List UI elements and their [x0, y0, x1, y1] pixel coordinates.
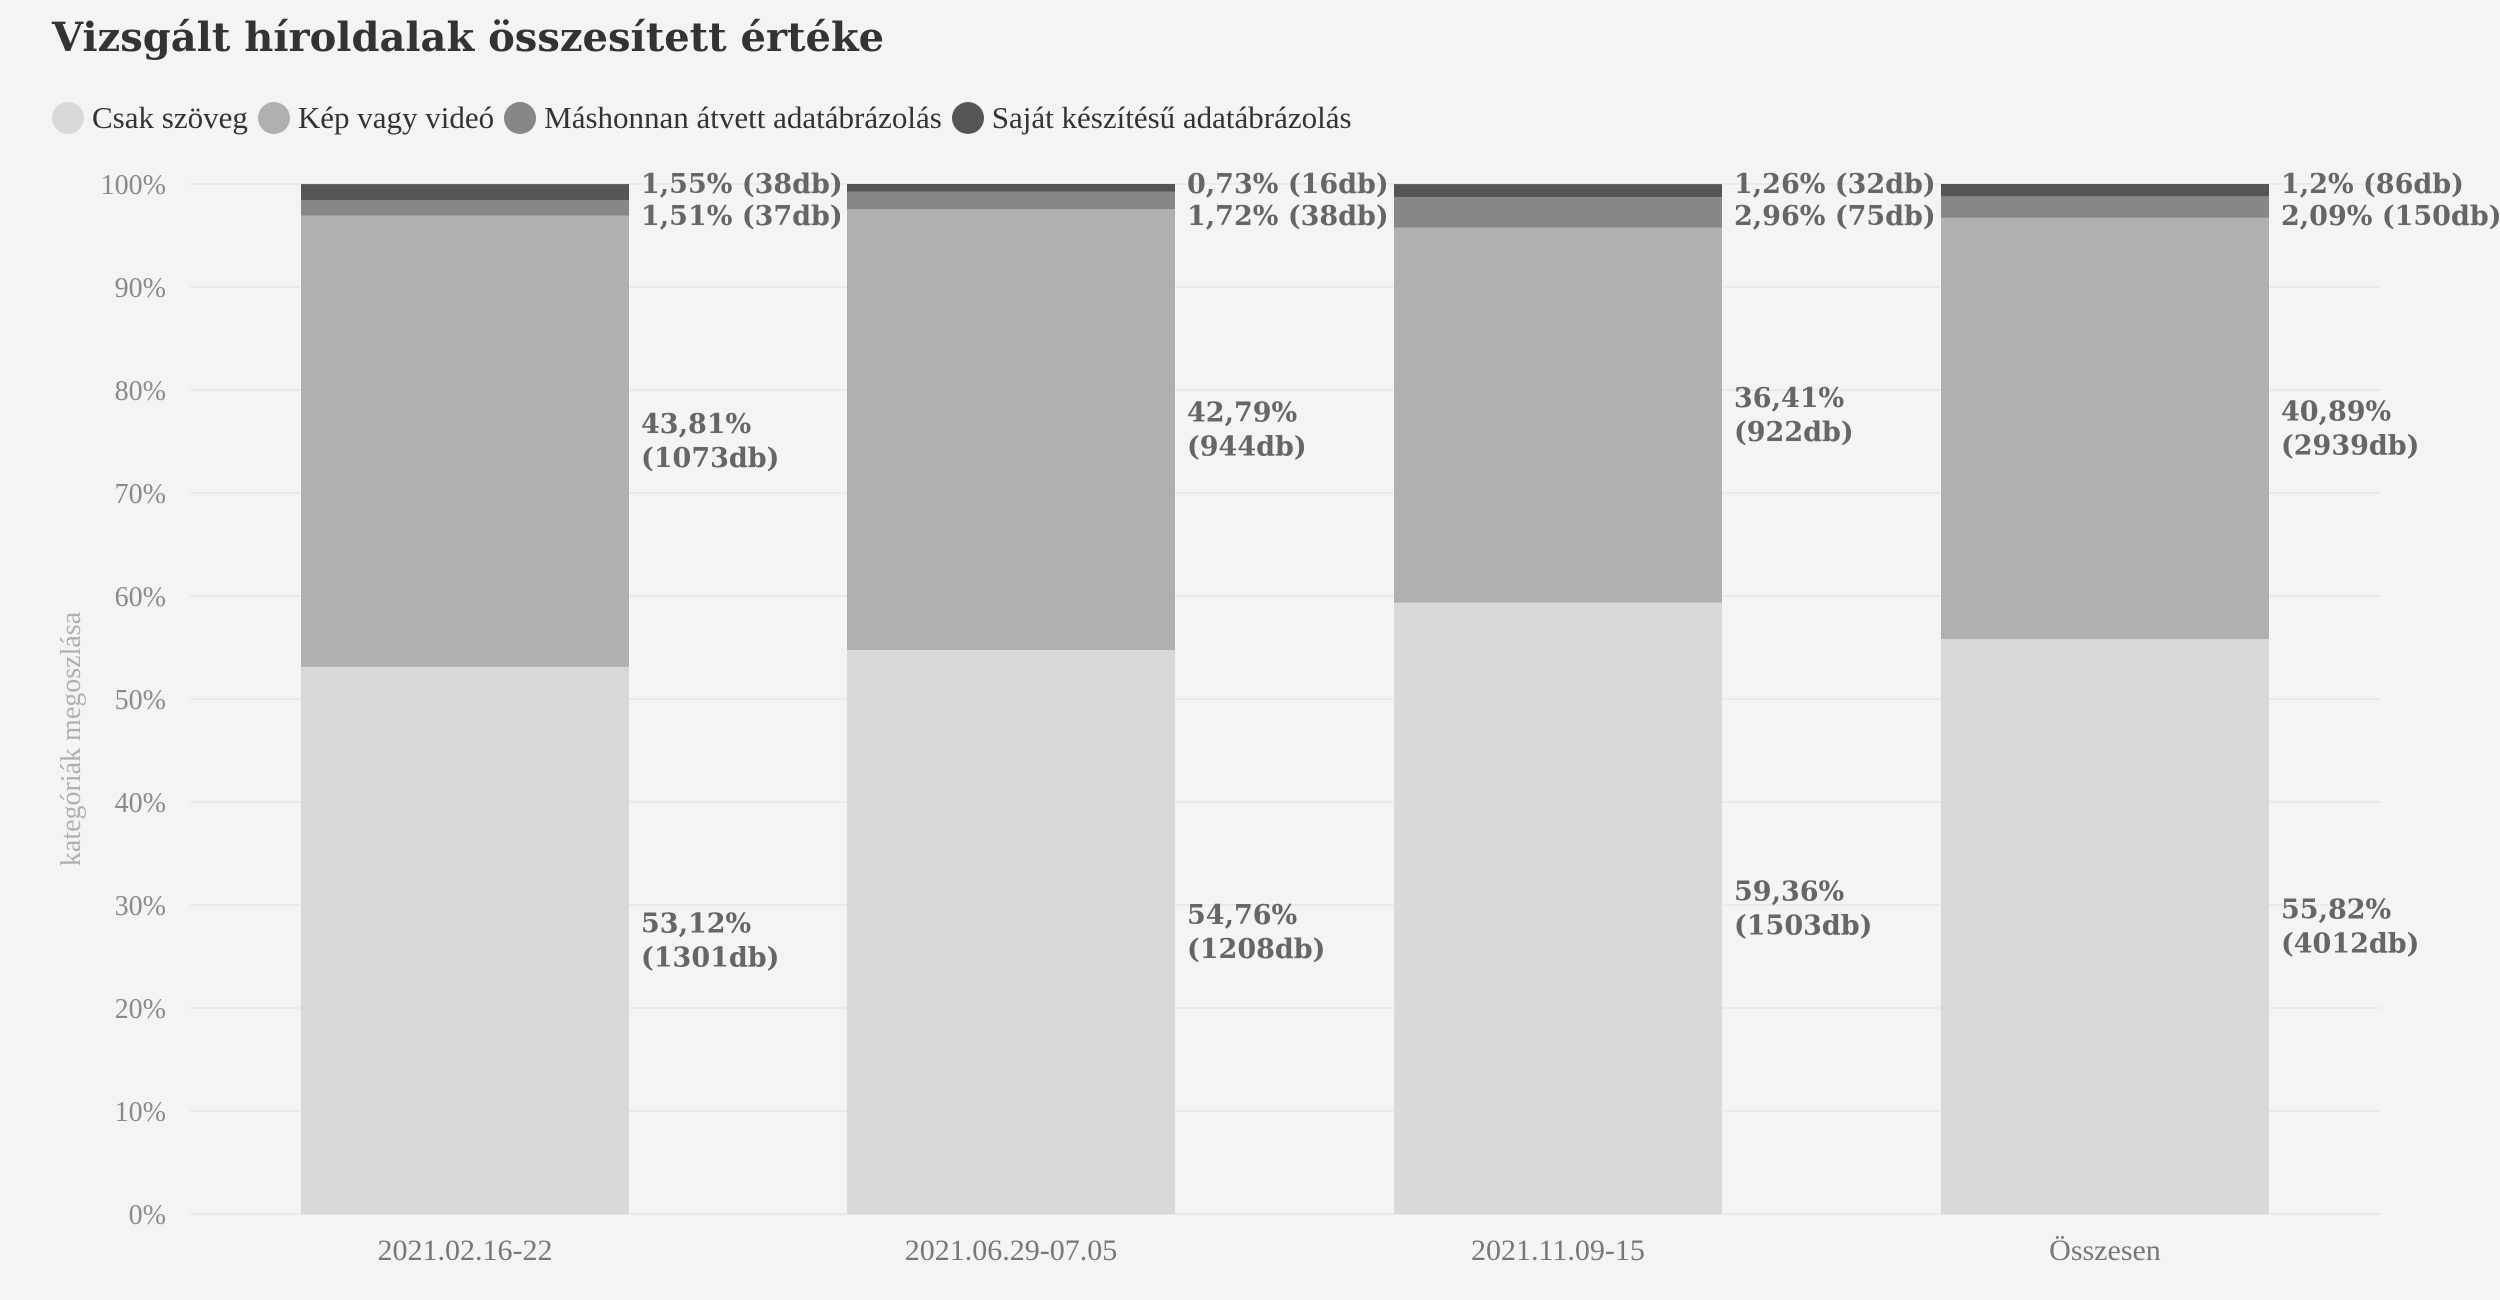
bar-segment [1394, 197, 1722, 228]
data-label: 54,76% [1187, 900, 1297, 931]
y-tick-label: 70% [115, 479, 166, 510]
y-tick-label: 80% [115, 376, 166, 407]
data-label: 1,2% (86db) [2281, 169, 2464, 200]
data-label: 2,09% (150db) [2281, 201, 2500, 232]
data-label: 1,51% (37db) [641, 201, 843, 232]
x-tick-label: 2021.11.09-15 [1471, 1234, 1645, 1267]
chart-title: Vizsgált híroldalak összesített értéke [52, 14, 885, 61]
data-label: 53,12% [641, 908, 751, 939]
x-tick-label: 2021.02.16-22 [378, 1234, 553, 1267]
legend-swatch [504, 102, 537, 134]
data-label: (944db) [1187, 432, 1307, 463]
x-tick-label: Összesen [2049, 1234, 2161, 1267]
x-tick-label: 2021.06.29-07.05 [905, 1234, 1118, 1267]
legend-item[interactable]: Máshonnan átvett adatábrázolás [504, 100, 942, 136]
bar-segment [301, 666, 629, 1214]
bar-segment [1941, 217, 2269, 640]
bar-segment [301, 200, 629, 216]
data-label: 0,73% (16db) [1187, 169, 1389, 200]
bar-segment [847, 184, 1175, 192]
data-label: 42,79% [1187, 398, 1297, 429]
data-label: 1,55% (38db) [641, 169, 843, 200]
bar-segment [301, 184, 629, 201]
y-tick-label: 10% [115, 1097, 166, 1128]
legend-item[interactable]: Saját készítésű adatábrázolás [951, 100, 1352, 136]
data-label: 59,36% [1734, 876, 1844, 907]
y-tick-label: 50% [115, 685, 166, 716]
y-axis-label: kategóriák megoszlása [56, 611, 87, 866]
legend-item[interactable]: Csak szöveg [52, 100, 248, 136]
data-label: 1,26% (32db) [1734, 169, 1936, 200]
legend-label: Máshonnan átvett adatábrázolás [544, 100, 942, 135]
y-tick-label: 100% [101, 170, 166, 201]
data-label: 55,82% [2281, 895, 2391, 926]
legend-item[interactable]: Kép vagy videó [257, 100, 495, 136]
bar-segment [301, 215, 629, 667]
data-label: (2939db) [2281, 430, 2419, 461]
data-label: 40,89% [2281, 396, 2391, 427]
bar-segment [1394, 184, 1722, 198]
data-label: (1301db) [641, 942, 779, 973]
legend-swatch [951, 102, 984, 134]
y-tick-label: 60% [115, 582, 166, 613]
y-tick-label: 90% [115, 273, 166, 304]
y-tick-label: 0% [129, 1200, 166, 1231]
bar-segment [1941, 184, 2269, 197]
data-label: 1,72% (38db) [1187, 201, 1389, 232]
legend-label: Csak szöveg [92, 100, 248, 135]
data-label: (1208db) [1187, 934, 1325, 965]
data-label: (4012db) [2281, 929, 2419, 960]
bar-segment [847, 649, 1175, 1214]
legend: Csak szöveg Kép vagy videó Máshonnan átvet… [52, 96, 1362, 140]
data-label: (1073db) [641, 443, 779, 474]
bar-segment [1941, 196, 2269, 218]
legend-swatch [257, 102, 290, 134]
data-label: (1503db) [1734, 910, 1872, 941]
legend-swatch [52, 102, 84, 134]
bar-segment [1394, 602, 1722, 1214]
y-tick-label: 30% [115, 891, 166, 922]
data-label: 43,81% [641, 409, 751, 440]
data-label: (922db) [1734, 417, 1854, 448]
bar-segment [1394, 227, 1722, 603]
bar-segment [1941, 639, 2269, 1214]
bar-segment [847, 209, 1175, 650]
legend-label: Kép vagy videó [297, 100, 495, 135]
data-label: 36,41% [1734, 383, 1844, 414]
legend-label: Saját készítésű adatábrázolás [991, 100, 1352, 135]
y-tick-label: 20% [115, 994, 166, 1025]
y-tick-label: 40% [115, 788, 166, 819]
data-label: 2,96% (75db) [1734, 201, 1936, 232]
bar-segment [847, 191, 1175, 210]
